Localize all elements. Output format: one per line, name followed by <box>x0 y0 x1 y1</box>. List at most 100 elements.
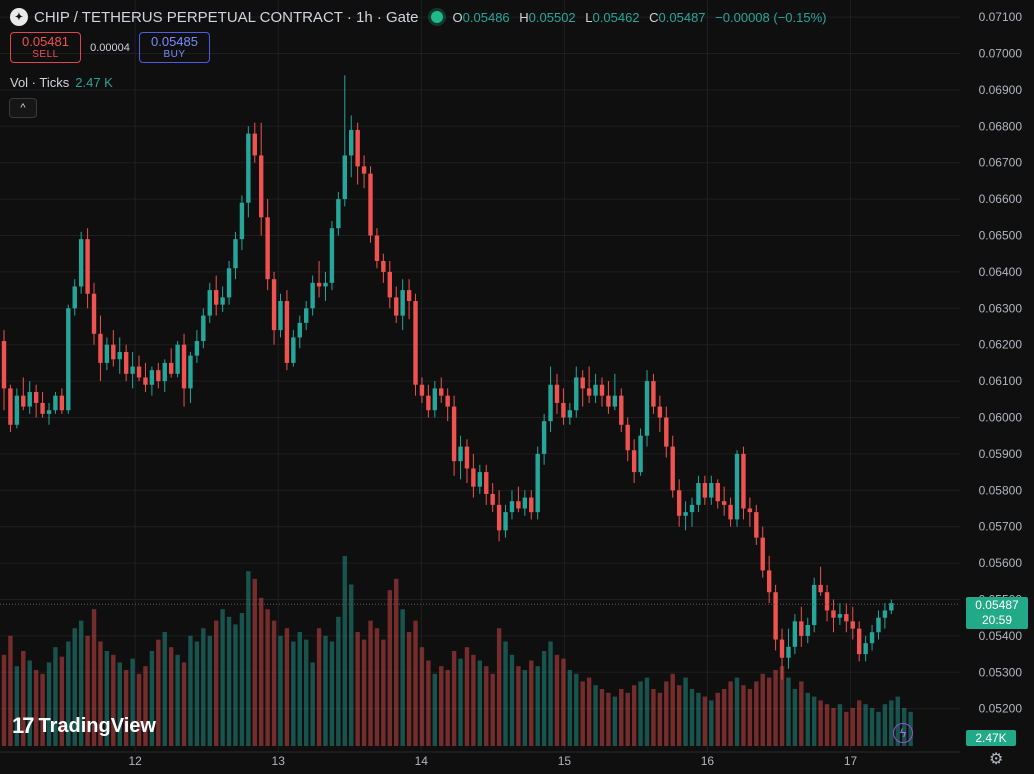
candle[interactable] <box>291 330 296 367</box>
candle[interactable] <box>856 621 862 662</box>
candle[interactable] <box>27 381 32 414</box>
candle[interactable] <box>201 308 206 349</box>
candle[interactable] <box>850 606 855 640</box>
candle[interactable] <box>419 377 425 403</box>
candle[interactable] <box>805 617 810 644</box>
candle[interactable] <box>747 497 753 527</box>
candle[interactable] <box>104 337 110 371</box>
candle[interactable] <box>188 351 193 403</box>
candle[interactable] <box>606 381 611 414</box>
candle[interactable] <box>567 402 573 425</box>
candle[interactable] <box>670 435 675 498</box>
candle[interactable] <box>541 413 547 465</box>
candle[interactable] <box>406 279 412 320</box>
candle[interactable] <box>149 366 155 396</box>
candle[interactable] <box>310 275 315 316</box>
candle[interactable] <box>451 395 457 476</box>
candle[interactable] <box>644 370 650 447</box>
candle[interactable] <box>889 599 894 615</box>
tradingview-logo[interactable]: 17 TradingView <box>12 713 156 739</box>
candle[interactable] <box>213 275 219 316</box>
candle[interactable] <box>21 377 26 411</box>
candle[interactable] <box>226 260 232 305</box>
candle[interactable] <box>181 333 187 407</box>
candle[interactable] <box>709 475 714 505</box>
candle[interactable] <box>168 348 174 378</box>
candle[interactable] <box>59 388 65 414</box>
candle[interactable] <box>593 373 598 403</box>
candle[interactable] <box>484 464 489 505</box>
candle[interactable] <box>33 384 39 418</box>
lightning-icon[interactable]: ϟ <box>893 723 913 743</box>
candle[interactable] <box>349 115 354 178</box>
candle[interactable] <box>786 628 791 669</box>
candle[interactable] <box>381 253 386 283</box>
candle[interactable] <box>773 584 778 651</box>
candle[interactable] <box>831 599 836 633</box>
candle[interactable] <box>863 635 868 662</box>
candle[interactable] <box>175 341 180 378</box>
candle[interactable] <box>130 351 135 389</box>
candle[interactable] <box>91 282 97 345</box>
candle[interactable] <box>471 453 476 498</box>
candle[interactable] <box>676 479 682 527</box>
candle[interactable] <box>394 286 399 323</box>
candle[interactable] <box>715 479 720 509</box>
candle[interactable] <box>509 490 515 520</box>
candle[interactable] <box>876 610 881 640</box>
candle[interactable] <box>316 260 322 298</box>
chip-coin-icon[interactable]: ✦ <box>10 8 28 26</box>
candle[interactable] <box>342 75 347 207</box>
candle[interactable] <box>535 446 540 520</box>
candle[interactable] <box>278 293 283 338</box>
candle[interactable] <box>156 362 161 389</box>
candle[interactable] <box>799 606 804 647</box>
candle[interactable] <box>117 337 122 374</box>
candle[interactable] <box>259 122 264 236</box>
candle[interactable] <box>439 377 444 403</box>
candle[interactable] <box>631 439 637 484</box>
candle[interactable] <box>529 490 534 520</box>
candle[interactable] <box>239 195 245 251</box>
candle[interactable] <box>548 366 553 433</box>
candle[interactable] <box>400 279 405 331</box>
candle[interactable] <box>40 392 45 418</box>
candle[interactable] <box>53 392 58 414</box>
candle[interactable] <box>284 290 290 371</box>
gear-icon[interactable]: ⚙ <box>989 751 1004 768</box>
candle[interactable] <box>792 614 798 655</box>
candle[interactable] <box>252 122 257 163</box>
candle[interactable] <box>233 231 238 280</box>
candle[interactable] <box>619 388 624 433</box>
candle[interactable] <box>143 362 148 393</box>
candle[interactable] <box>696 475 701 513</box>
candle[interactable] <box>162 359 167 393</box>
candle[interactable] <box>98 315 103 382</box>
candle[interactable] <box>754 504 759 545</box>
candle[interactable] <box>1 330 7 411</box>
candle[interactable] <box>336 191 341 236</box>
candle[interactable] <box>8 384 13 433</box>
candle[interactable] <box>477 464 483 494</box>
candle[interactable] <box>246 126 251 218</box>
candle[interactable] <box>490 483 495 513</box>
candle[interactable] <box>374 228 380 269</box>
candle[interactable] <box>304 301 309 331</box>
candle[interactable] <box>811 577 817 633</box>
candle[interactable] <box>516 486 521 513</box>
candle[interactable] <box>271 271 277 345</box>
candle[interactable] <box>869 624 875 651</box>
candle[interactable] <box>14 388 20 429</box>
candle[interactable] <box>46 402 52 425</box>
candle[interactable] <box>779 628 785 680</box>
candle[interactable] <box>85 228 90 309</box>
candle[interactable] <box>612 373 618 411</box>
candle[interactable] <box>638 428 643 476</box>
candle[interactable] <box>625 417 630 462</box>
candle[interactable] <box>702 475 708 505</box>
candle[interactable] <box>522 490 528 516</box>
candle[interactable] <box>882 603 888 629</box>
candle[interactable] <box>503 504 508 538</box>
candle[interactable] <box>464 439 470 484</box>
